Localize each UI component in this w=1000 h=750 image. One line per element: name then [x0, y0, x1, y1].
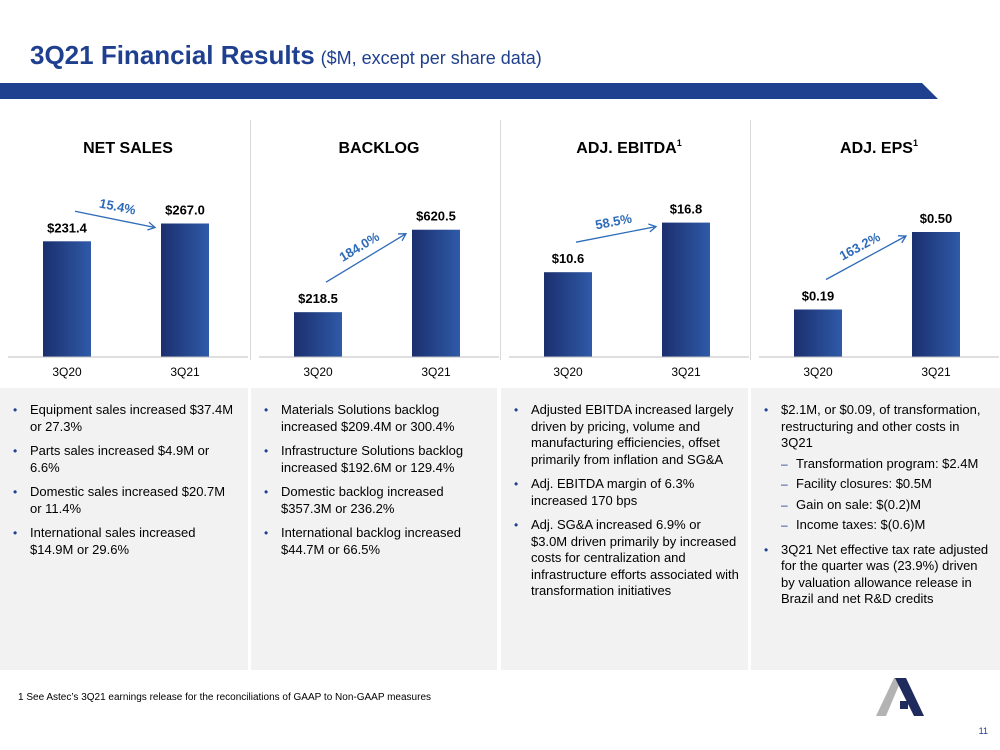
divider: [750, 120, 751, 360]
bar-3q21: [662, 222, 710, 357]
data-label: $10.6: [552, 251, 585, 266]
list-item: 3Q21 Net effective tax rate adjusted for…: [761, 542, 992, 608]
bar-3q21: [161, 223, 209, 357]
sub-list-item: Gain on sale: $(0.2)M: [761, 497, 992, 514]
growth-arrow-icon: [325, 233, 408, 283]
data-label: $267.0: [165, 203, 205, 218]
list-item: Equipment sales increased $37.4M or 27.3…: [10, 402, 240, 435]
eps-notes: $2.1M, or $0.09, of transformation, rest…: [751, 388, 1000, 670]
bar-3q20: [43, 241, 91, 357]
category-label: 3Q20: [803, 365, 833, 379]
bar-chart: $10.6 3Q20 $16.8 3Q21 58.5%: [509, 202, 749, 379]
list-item: International backlog increased $44.7M o…: [261, 525, 489, 558]
data-label: $231.4: [47, 220, 88, 235]
sub-list-item: Transformation program: $2.4M: [761, 456, 992, 473]
category-label: 3Q20: [52, 365, 82, 379]
title-subtitle: ($M, except per share data): [320, 48, 542, 68]
header-banner: [0, 83, 938, 99]
growth-arrow-icon: [825, 235, 908, 281]
category-label: 3Q21: [421, 365, 451, 379]
growth-arrow-icon: [575, 223, 658, 243]
growth-label: 163.2%: [837, 229, 883, 263]
category-label: 3Q21: [671, 365, 701, 379]
list-item: Domestic sales increased $20.7M or 11.4%: [10, 484, 240, 517]
growth-label: 58.5%: [594, 211, 633, 233]
bar-chart: $218.5 3Q20 $620.5 3Q21 184.0%: [259, 209, 499, 379]
bar-chart: $231.4 3Q20 $267.0 3Q21 15.4%: [8, 196, 248, 379]
bar-3q21: [412, 229, 460, 357]
list-item: Domestic backlog increased $357.3M or 23…: [261, 484, 489, 517]
data-label: $16.8: [670, 202, 703, 217]
panel-title: NET SALES: [83, 140, 173, 157]
bar-3q21: [912, 232, 960, 357]
growth-label: 184.0%: [336, 229, 382, 265]
data-label: $218.5: [298, 291, 338, 306]
list-item: Parts sales increased $4.9M or 6.6%: [10, 443, 240, 476]
bar-3q20: [544, 272, 592, 357]
growth-arrow-icon: [74, 210, 157, 231]
list-item: $2.1M, or $0.09, of transformation, rest…: [761, 402, 992, 452]
category-label: 3Q21: [170, 365, 200, 379]
title-main: 3Q21 Financial Results: [30, 40, 315, 70]
bar-3q20: [794, 309, 842, 357]
list-item: Infrastructure Solutions backlog increas…: [261, 443, 489, 476]
panel-title: BACKLOG: [338, 140, 420, 157]
page-number: 11: [978, 726, 988, 736]
net-sales-notes: Equipment sales increased $37.4M or 27.3…: [0, 388, 248, 670]
bar-chart: $0.19 3Q20 $0.50 3Q21 163.2%: [759, 211, 999, 379]
list-item: Adjusted EBITDA increased largely driven…: [511, 402, 740, 468]
category-label: 3Q21: [921, 365, 951, 379]
net-sales-panel: NET SALES $231.4 3Q20 $267.0 3Q21 15.4%: [8, 120, 248, 380]
divider: [250, 120, 251, 360]
data-label: $0.19: [802, 289, 835, 304]
ebitda-panel: ADJ. EBITDA1 $10.6 3Q20 $16.8 3Q21 58.5%: [509, 120, 749, 380]
category-label: 3Q20: [553, 365, 583, 379]
backlog-panel: BACKLOG $218.5 3Q20 $620.5 3Q21 184.0%: [259, 120, 499, 380]
list-item: Adj. EBITDA margin of 6.3% increased 170…: [511, 476, 740, 509]
divider: [500, 120, 501, 360]
sub-list-item: Income taxes: $(0.6)M: [761, 517, 992, 534]
panel-title: ADJ. EPS1: [840, 138, 918, 157]
sub-list-item: Facility closures: $0.5M: [761, 476, 992, 493]
panel-title: ADJ. EBITDA1: [576, 138, 682, 157]
list-item: Materials Solutions backlog increased $2…: [261, 402, 489, 435]
data-label: $0.50: [920, 211, 953, 226]
ebitda-notes: Adjusted EBITDA increased largely driven…: [501, 388, 748, 670]
list-item: International sales increased $14.9M or …: [10, 525, 240, 558]
data-label: $620.5: [416, 209, 456, 224]
eps-panel: ADJ. EPS1 $0.19 3Q20 $0.50 3Q21 163.2%: [759, 120, 999, 380]
category-label: 3Q20: [303, 365, 333, 379]
list-item: Adj. SG&A increased 6.9% or $3.0M driven…: [511, 517, 740, 600]
growth-label: 15.4%: [98, 196, 138, 218]
backlog-notes: Materials Solutions backlog increased $2…: [251, 388, 497, 670]
astec-logo: [876, 678, 924, 716]
page-title: 3Q21 Financial Results ($M, except per sh…: [30, 40, 542, 71]
bar-3q20: [294, 312, 342, 357]
footnote: 1 See Astec’s 3Q21 earnings release for …: [18, 692, 432, 703]
